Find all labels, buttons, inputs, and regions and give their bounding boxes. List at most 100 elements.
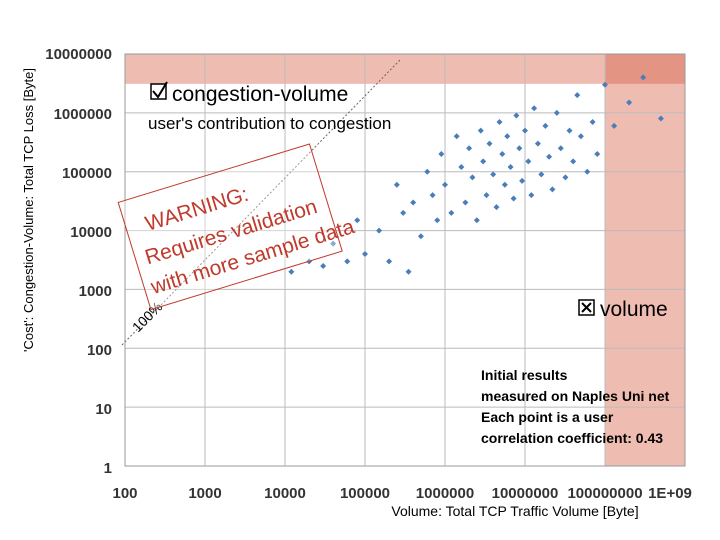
data-point: [602, 81, 608, 88]
note-line: correlation coefficient: 0.43: [481, 430, 663, 446]
data-point: [362, 250, 368, 257]
note-line: Each point is a user: [481, 409, 614, 425]
data-point: [528, 192, 535, 199]
data-point: [566, 127, 573, 134]
data-points: [288, 74, 664, 275]
data-point: [393, 181, 400, 188]
data-point: [493, 204, 500, 211]
y-tick-label: 100000: [62, 165, 112, 182]
data-point: [626, 99, 633, 106]
volume-region: [605, 83, 685, 466]
data-point: [354, 217, 361, 224]
y-tick-label: 100: [87, 342, 112, 359]
data-point: [553, 109, 560, 116]
data-point: [507, 164, 514, 171]
data-point: [546, 153, 553, 160]
volume-label: volume: [600, 298, 668, 321]
congestion-volume-title: congestion-volume: [172, 83, 348, 106]
data-point: [288, 268, 295, 275]
x-tick-label: 10000000: [492, 485, 559, 502]
checkbox-crossed-icon: [578, 299, 595, 316]
data-point: [577, 133, 584, 140]
data-point: [483, 192, 490, 199]
data-point: [344, 258, 351, 265]
shaded-regions: [125, 54, 685, 466]
overlap-region: [605, 54, 685, 84]
data-point: [477, 127, 484, 134]
congestion-region: [125, 54, 685, 84]
data-point: [589, 118, 596, 125]
data-point: [538, 171, 545, 178]
data-point: [386, 258, 393, 265]
grid: [124, 53, 686, 467]
x-tick-label: 100000: [340, 485, 390, 502]
data-point: [469, 174, 476, 181]
x-tick-label: 10000: [264, 485, 306, 502]
y-tick-labels: 10000000 1000000 100000 10000 1000 100 1…: [45, 46, 112, 477]
note-line: Initial results: [481, 367, 568, 383]
data-point: [496, 118, 503, 125]
y-tick-label: 10000000: [45, 46, 112, 63]
data-point: [438, 150, 445, 157]
y-tick-label: 10: [95, 401, 112, 418]
data-point: [448, 209, 455, 216]
data-point: [442, 181, 448, 188]
data-point: [557, 145, 564, 152]
data-point: [525, 158, 532, 165]
data-point: [466, 145, 473, 152]
data-point: [531, 105, 538, 112]
y-axis-label: 'Cost': Congestion-Volume: Total TCP Los…: [21, 68, 36, 352]
data-point: [504, 133, 511, 140]
data-point: [640, 74, 647, 81]
data-point: [657, 115, 664, 122]
x-tick-label: 100: [112, 485, 137, 502]
warning-box: WARNING: Requires validation with more s…: [117, 143, 357, 311]
data-point: [417, 233, 424, 240]
data-point: [376, 227, 383, 234]
data-point: [330, 240, 337, 247]
plot-frame: [124, 53, 686, 467]
x-tick-label: 100000000: [567, 485, 642, 502]
data-point: [570, 158, 577, 165]
x-axis-label: Volume: Total TCP Traffic Volume [Byte]: [391, 503, 638, 519]
data-point: [562, 174, 569, 181]
data-point: [458, 164, 465, 171]
data-point: [405, 268, 412, 275]
y-tick-label: 10000: [70, 224, 112, 241]
x-tick-label: 1E+09: [648, 485, 692, 502]
x-tick-labels: 100 1000 10000 100000 1000000 10000000 1…: [112, 485, 691, 502]
data-point: [453, 133, 460, 140]
data-point: [490, 171, 497, 178]
data-point: [434, 217, 441, 224]
x-tick-label: 1000: [188, 485, 221, 502]
data-point: [542, 122, 549, 129]
data-point: [473, 217, 480, 224]
y-tick-label: 1000000: [54, 106, 112, 123]
data-point: [522, 127, 528, 134]
y-tick-label: 1: [104, 460, 112, 477]
y-tick-label: 1000: [79, 283, 112, 300]
data-point: [574, 92, 581, 99]
data-point: [513, 112, 520, 119]
data-point: [400, 209, 407, 216]
data-point: [501, 181, 508, 188]
x-tick-label: 1000000: [416, 485, 474, 502]
data-point: [549, 186, 556, 193]
data-point: [519, 177, 526, 184]
data-point: [462, 199, 469, 206]
data-point: [320, 263, 327, 270]
data-point: [611, 122, 618, 129]
data-point: [594, 150, 601, 157]
data-point: [510, 195, 517, 202]
data-point: [499, 150, 506, 157]
data-point: [584, 168, 591, 175]
checkbox-checked-icon: [150, 81, 168, 100]
note-line: measured on Naples Uni net: [481, 388, 670, 404]
data-point: [480, 158, 487, 165]
data-point: [534, 140, 541, 147]
congestion-volume-subtitle: user's contribution to congestion: [148, 114, 391, 133]
data-point: [516, 145, 523, 152]
data-point: [486, 140, 493, 147]
data-point: [424, 168, 431, 175]
